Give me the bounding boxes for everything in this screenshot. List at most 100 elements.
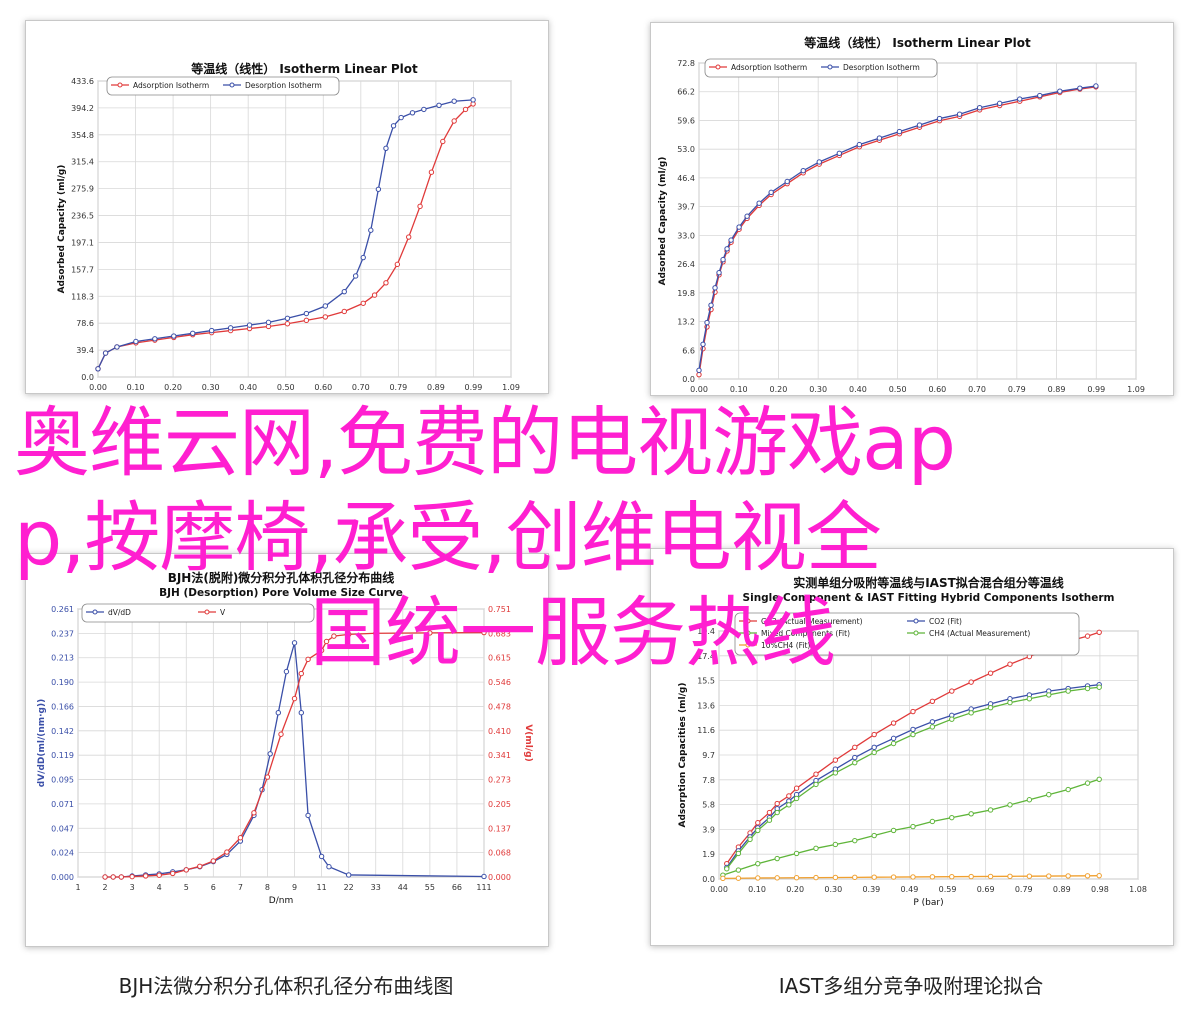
x-tick-label: 5 bbox=[184, 883, 189, 892]
data-point bbox=[800, 167, 806, 174]
legend-label: CH4 (Actual Measurement) bbox=[929, 629, 1030, 638]
y-tick-label: 0.237 bbox=[51, 629, 74, 638]
data-point bbox=[246, 322, 253, 328]
data-point bbox=[929, 719, 936, 725]
x-tick-label: 0.99 bbox=[1087, 385, 1105, 394]
data-point bbox=[341, 308, 347, 315]
data-point bbox=[976, 105, 983, 111]
overlay-line-1: 奥维云网,免费的电视游戏ap bbox=[14, 398, 956, 487]
y2-tick-label: 0.000 bbox=[488, 873, 511, 882]
data-point bbox=[768, 189, 774, 196]
y-tick-label: 0.071 bbox=[51, 800, 74, 809]
data-point bbox=[264, 774, 271, 780]
x-tick-label: 7 bbox=[238, 883, 243, 892]
y-tick-label: 0.0 bbox=[81, 373, 94, 382]
y-tick-label: 11.6 bbox=[697, 726, 715, 735]
data-point bbox=[871, 731, 877, 738]
data-point bbox=[784, 178, 790, 185]
data-point bbox=[890, 735, 897, 742]
x-tick-label: 0.50 bbox=[277, 383, 295, 392]
data-point bbox=[341, 288, 347, 295]
legend-box bbox=[106, 76, 340, 96]
data-point bbox=[793, 795, 800, 802]
data-point bbox=[1084, 685, 1091, 692]
data-point bbox=[284, 321, 291, 327]
data-point bbox=[852, 759, 858, 766]
data-point bbox=[987, 705, 994, 711]
x-tick-label: 1.09 bbox=[1127, 385, 1145, 394]
data-point bbox=[305, 656, 311, 663]
data-point bbox=[968, 873, 974, 880]
data-point bbox=[267, 751, 273, 757]
data-point bbox=[1026, 696, 1033, 702]
legend-label: Desorption Isotherm bbox=[245, 81, 322, 90]
data-point bbox=[283, 668, 290, 675]
x-tick-label: 0.40 bbox=[849, 385, 867, 394]
data-point bbox=[298, 710, 304, 716]
legend-marker bbox=[913, 618, 919, 624]
y2-axis-label: V(ml/g) bbox=[523, 724, 533, 761]
x-tick-label: 1 bbox=[75, 883, 80, 892]
data-point bbox=[852, 837, 858, 844]
x-tick-label: 0.10 bbox=[748, 885, 766, 894]
data-point bbox=[251, 810, 257, 816]
y2-tick-label: 0.410 bbox=[488, 727, 511, 736]
data-point bbox=[190, 330, 196, 337]
data-point bbox=[910, 823, 916, 830]
data-point bbox=[832, 757, 839, 763]
plot-area bbox=[698, 62, 1137, 380]
y-tick-label: 17.4 bbox=[697, 652, 715, 661]
data-point bbox=[142, 873, 149, 879]
legend-label: dV/dD bbox=[108, 608, 131, 617]
data-point bbox=[728, 237, 734, 243]
data-point bbox=[171, 333, 177, 339]
y-tick-label: 0.213 bbox=[51, 654, 74, 663]
data-point bbox=[345, 631, 352, 638]
chart-title: 实测单组分吸附等温线与IAST拟合混合组分等温线 bbox=[793, 575, 1064, 590]
y-tick-label: 39.4 bbox=[76, 346, 94, 355]
data-point bbox=[373, 630, 379, 636]
legend-marker bbox=[229, 82, 235, 88]
y2-tick-label: 0.478 bbox=[488, 702, 511, 711]
x-tick-label: 2 bbox=[103, 883, 108, 892]
data-point bbox=[360, 254, 366, 261]
x-tick-label: 0.89 bbox=[427, 383, 445, 392]
chart-subtitle: BJH (Desorption) Pore Volume Size Curve bbox=[159, 587, 403, 599]
data-point bbox=[987, 670, 994, 676]
x-tick-label: 6 bbox=[211, 883, 216, 892]
data-point bbox=[360, 300, 366, 306]
legend-box bbox=[81, 603, 315, 623]
data-point bbox=[170, 870, 176, 877]
legend-marker bbox=[117, 82, 123, 88]
data-point bbox=[936, 115, 943, 122]
y2-tick-label: 0.751 bbox=[488, 605, 511, 614]
data-point bbox=[910, 731, 916, 738]
legend-marker bbox=[92, 609, 98, 615]
data-point bbox=[929, 698, 936, 705]
data-point bbox=[1007, 661, 1013, 667]
y-tick-label: 275.9 bbox=[71, 185, 94, 194]
data-point bbox=[968, 679, 974, 685]
chart-title: BJH法(脱附)微分积分孔体积孔径分布曲线 bbox=[168, 570, 395, 585]
x-tick-label: 0.49 bbox=[901, 885, 919, 894]
data-point bbox=[451, 98, 457, 104]
data-point bbox=[716, 269, 722, 276]
x-tick-label: 0.30 bbox=[809, 385, 827, 394]
data-point bbox=[331, 633, 337, 639]
data-point bbox=[871, 832, 877, 839]
data-point bbox=[968, 811, 974, 817]
data-point bbox=[756, 200, 762, 206]
y2-tick-label: 0.068 bbox=[488, 849, 511, 858]
legend-box bbox=[704, 58, 938, 78]
data-point bbox=[265, 319, 272, 326]
data-point bbox=[394, 261, 401, 268]
y-tick-label: 66.2 bbox=[677, 88, 695, 97]
data-point bbox=[208, 327, 215, 334]
chart-panel-isotherm-left: 等温线（线性） Isotherm Linear Plot 0.00 0.10 0.20… bbox=[25, 20, 549, 394]
data-point bbox=[322, 303, 329, 309]
data-point bbox=[421, 106, 427, 113]
data-point bbox=[1065, 688, 1071, 694]
data-point bbox=[871, 749, 877, 756]
data-point bbox=[1065, 786, 1071, 793]
data-point bbox=[114, 344, 120, 350]
